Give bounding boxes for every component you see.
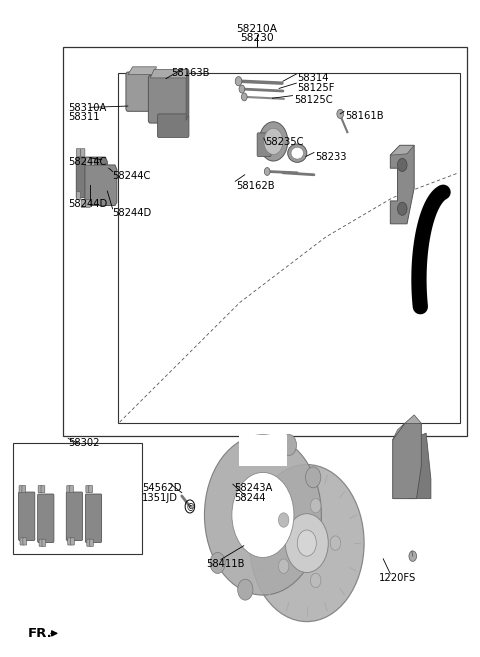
FancyBboxPatch shape bbox=[39, 539, 43, 547]
FancyBboxPatch shape bbox=[41, 486, 45, 493]
Ellipse shape bbox=[285, 514, 328, 572]
Text: 58161B: 58161B bbox=[345, 110, 384, 121]
Ellipse shape bbox=[297, 530, 316, 556]
Polygon shape bbox=[76, 157, 108, 198]
Ellipse shape bbox=[288, 144, 307, 162]
Text: 1351JD: 1351JD bbox=[142, 493, 178, 503]
Text: 58244C: 58244C bbox=[68, 157, 107, 167]
Text: 58310A: 58310A bbox=[68, 102, 107, 113]
Text: 54562D: 54562D bbox=[142, 483, 181, 493]
FancyBboxPatch shape bbox=[37, 494, 54, 543]
FancyBboxPatch shape bbox=[38, 486, 42, 493]
Circle shape bbox=[397, 158, 407, 171]
FancyBboxPatch shape bbox=[86, 200, 90, 208]
FancyBboxPatch shape bbox=[66, 492, 83, 541]
Circle shape bbox=[239, 85, 245, 93]
Text: 58302: 58302 bbox=[68, 438, 100, 448]
Circle shape bbox=[210, 553, 225, 574]
FancyBboxPatch shape bbox=[71, 538, 74, 545]
Circle shape bbox=[330, 536, 341, 551]
Ellipse shape bbox=[232, 472, 294, 558]
FancyBboxPatch shape bbox=[19, 486, 23, 493]
Text: 58314: 58314 bbox=[297, 74, 329, 83]
FancyBboxPatch shape bbox=[19, 492, 35, 541]
Circle shape bbox=[397, 202, 407, 215]
Circle shape bbox=[238, 579, 253, 600]
FancyBboxPatch shape bbox=[76, 192, 81, 200]
Text: 58125C: 58125C bbox=[294, 95, 333, 105]
Circle shape bbox=[264, 128, 283, 154]
Circle shape bbox=[311, 573, 321, 587]
Circle shape bbox=[281, 434, 297, 455]
FancyBboxPatch shape bbox=[257, 133, 271, 156]
Text: 58233: 58233 bbox=[315, 152, 347, 162]
Circle shape bbox=[337, 109, 344, 118]
Circle shape bbox=[235, 77, 242, 86]
FancyBboxPatch shape bbox=[42, 539, 46, 547]
Text: 58162B: 58162B bbox=[237, 181, 276, 191]
Circle shape bbox=[278, 559, 289, 574]
Text: 58244D: 58244D bbox=[68, 199, 108, 209]
Circle shape bbox=[409, 551, 417, 561]
Polygon shape bbox=[390, 145, 414, 155]
Ellipse shape bbox=[204, 435, 322, 595]
Circle shape bbox=[241, 93, 247, 101]
Bar bbox=[13, 443, 142, 555]
FancyBboxPatch shape bbox=[86, 486, 90, 493]
Circle shape bbox=[264, 168, 270, 175]
FancyBboxPatch shape bbox=[90, 539, 94, 547]
Text: 58163B: 58163B bbox=[171, 68, 209, 78]
FancyBboxPatch shape bbox=[148, 76, 188, 123]
Circle shape bbox=[259, 122, 288, 161]
Ellipse shape bbox=[250, 464, 364, 622]
Text: 58243A: 58243A bbox=[234, 483, 273, 493]
FancyBboxPatch shape bbox=[68, 538, 72, 545]
FancyBboxPatch shape bbox=[76, 148, 81, 156]
Text: 58244C: 58244C bbox=[113, 171, 151, 181]
FancyBboxPatch shape bbox=[85, 494, 102, 543]
Polygon shape bbox=[409, 433, 431, 499]
FancyBboxPatch shape bbox=[89, 486, 93, 493]
Circle shape bbox=[311, 499, 321, 513]
Text: 58244D: 58244D bbox=[113, 208, 152, 218]
Polygon shape bbox=[128, 67, 156, 75]
Text: 58235C: 58235C bbox=[265, 137, 303, 147]
Polygon shape bbox=[390, 145, 414, 224]
Text: 58125F: 58125F bbox=[297, 83, 335, 93]
Text: 58230: 58230 bbox=[240, 34, 274, 43]
FancyBboxPatch shape bbox=[20, 538, 24, 545]
Text: @: @ bbox=[186, 502, 194, 511]
FancyBboxPatch shape bbox=[87, 539, 91, 547]
FancyBboxPatch shape bbox=[23, 538, 27, 545]
FancyBboxPatch shape bbox=[22, 486, 26, 493]
Text: FR.: FR. bbox=[28, 627, 52, 640]
FancyBboxPatch shape bbox=[157, 114, 189, 137]
Text: 58210A: 58210A bbox=[236, 24, 277, 34]
Text: 58311: 58311 bbox=[68, 112, 100, 122]
FancyBboxPatch shape bbox=[67, 486, 71, 493]
FancyBboxPatch shape bbox=[81, 148, 85, 156]
Text: 1220FS: 1220FS bbox=[378, 573, 416, 583]
FancyBboxPatch shape bbox=[70, 486, 73, 493]
Bar bbox=[118, 74, 459, 423]
FancyBboxPatch shape bbox=[90, 158, 95, 166]
FancyBboxPatch shape bbox=[126, 72, 156, 111]
Polygon shape bbox=[239, 435, 287, 466]
Text: 58244: 58244 bbox=[234, 493, 266, 503]
Bar bbox=[63, 47, 467, 436]
Polygon shape bbox=[186, 70, 189, 120]
FancyBboxPatch shape bbox=[86, 158, 90, 166]
Circle shape bbox=[306, 467, 321, 487]
Polygon shape bbox=[150, 70, 189, 78]
Polygon shape bbox=[393, 415, 421, 440]
Text: 58411B: 58411B bbox=[206, 559, 245, 569]
Ellipse shape bbox=[291, 147, 303, 159]
FancyBboxPatch shape bbox=[81, 200, 85, 208]
Polygon shape bbox=[85, 165, 117, 206]
Polygon shape bbox=[393, 423, 421, 499]
Circle shape bbox=[278, 513, 289, 527]
